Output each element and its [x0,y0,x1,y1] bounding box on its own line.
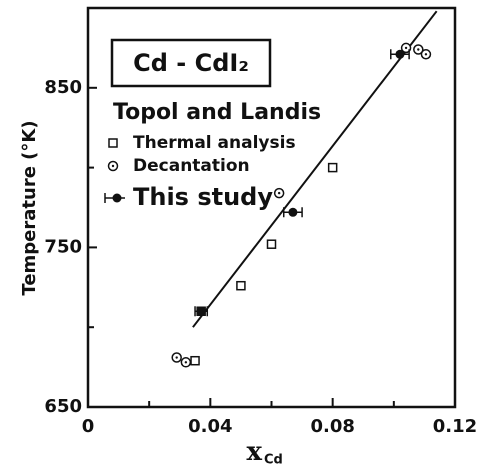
x-axis-label-sub: Cd [264,453,283,467]
legend-label: This study [133,183,273,211]
legend-marker [108,138,118,148]
legend-title: Cd - CdI₂ [133,49,249,77]
circle-marker-dot [277,191,281,195]
circle-marker-dot [111,164,115,168]
x-tick-label: 0 [82,416,95,437]
y-tick-label: 850 [44,77,82,98]
circle-marker-dot [184,361,188,364]
y-tick-label: 650 [44,396,82,417]
x-tick-label: 0.04 [188,416,232,437]
circle-marker-dot [404,46,408,50]
x-tick-label: 0.08 [310,416,354,437]
legend-group: Topol and Landis [113,100,321,125]
fit-line [192,10,438,328]
x-axis-label: x [246,437,262,467]
legend-title-box [110,38,272,88]
filled-marker [196,306,206,316]
legend-marker [112,193,122,203]
square-marker [327,162,338,173]
square-marker [266,239,277,249]
circle-marker-dot [417,48,420,51]
legend-label: Thermal analysis [133,133,296,153]
circle-marker-dot [175,356,178,359]
x-tick-label: 0.12 [433,416,477,437]
legend-label: Decantation [133,156,250,176]
y-axis-label: Temperature (°K) [19,120,40,295]
square-marker [236,280,246,291]
filled-marker [395,49,405,59]
y-tick-label: 750 [44,236,82,257]
filled-marker [288,207,298,217]
circle-marker-dot [424,53,428,56]
square-marker [190,355,200,366]
